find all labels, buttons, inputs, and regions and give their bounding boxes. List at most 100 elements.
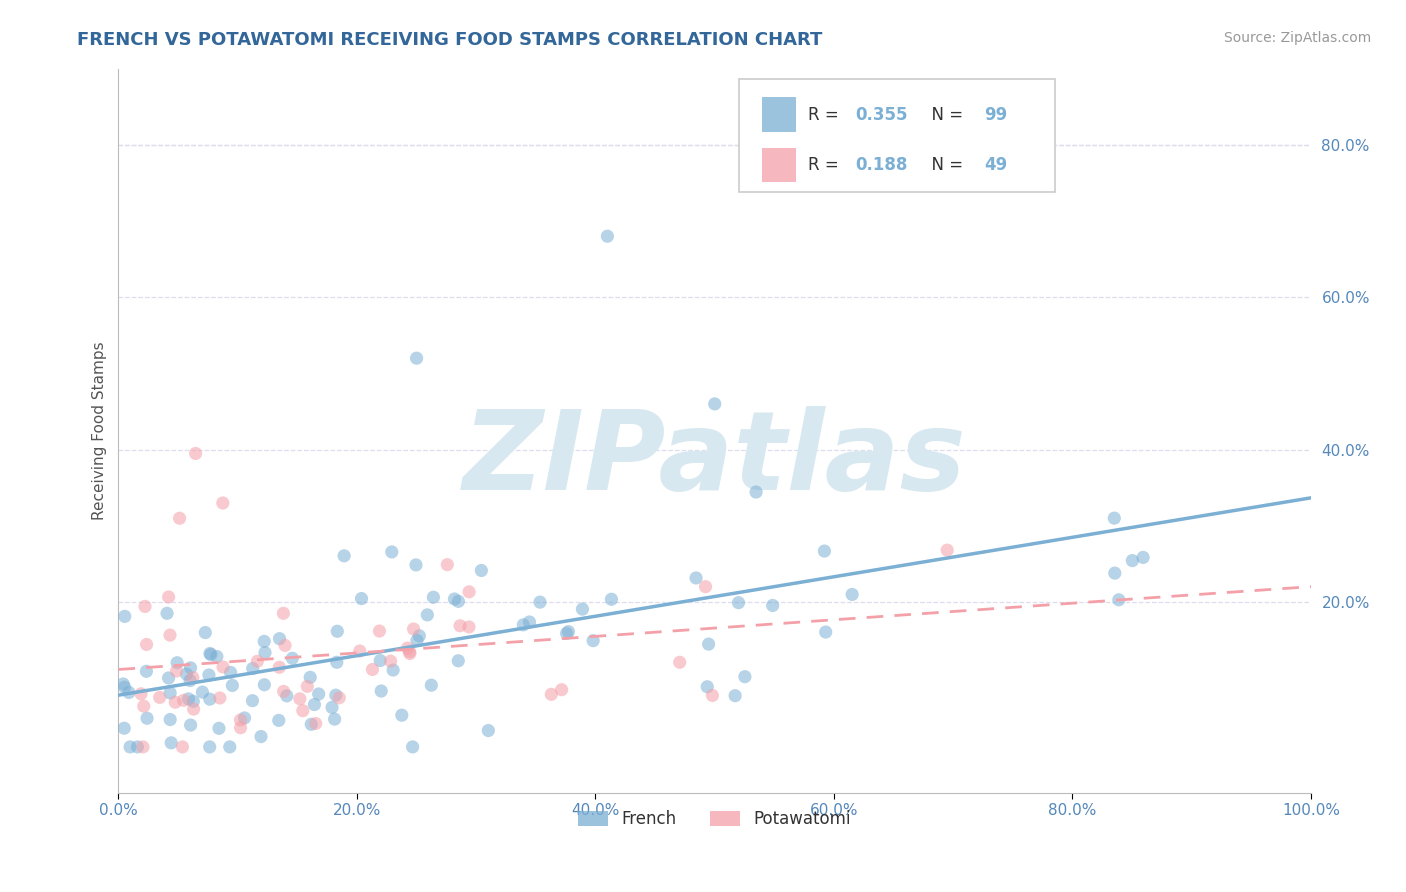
- Text: N =: N =: [921, 156, 969, 174]
- Point: [703, 397, 725, 411]
- Point: [173, 693, 195, 707]
- Point: [381, 545, 404, 559]
- Point: [132, 699, 155, 714]
- Y-axis label: Receiving Food Stamps: Receiving Food Stamps: [93, 342, 107, 520]
- Text: ZIPatlas: ZIPatlas: [463, 406, 966, 513]
- Point: [297, 680, 319, 694]
- Point: [304, 698, 326, 712]
- Point: [745, 485, 768, 500]
- Point: [380, 654, 402, 668]
- Point: [242, 661, 264, 675]
- Point: [159, 713, 181, 727]
- Point: [470, 564, 492, 578]
- Point: [326, 655, 349, 669]
- Point: [368, 624, 391, 638]
- Point: [396, 641, 419, 656]
- Point: [233, 711, 256, 725]
- Point: [328, 690, 350, 705]
- Point: [308, 687, 330, 701]
- Point: [368, 654, 391, 668]
- Point: [325, 688, 347, 702]
- Point: [181, 694, 204, 708]
- Text: 0.355: 0.355: [855, 105, 908, 123]
- Point: [596, 229, 619, 244]
- Point: [229, 713, 252, 727]
- Point: [361, 663, 384, 677]
- Point: [1108, 592, 1130, 607]
- Legend: French, Potawatomi: French, Potawatomi: [572, 804, 858, 835]
- Point: [422, 591, 444, 605]
- Point: [382, 663, 405, 677]
- Point: [194, 625, 217, 640]
- Point: [166, 664, 188, 678]
- Point: [274, 639, 297, 653]
- Point: [398, 645, 420, 659]
- Point: [477, 723, 499, 738]
- Point: [349, 644, 371, 658]
- Point: [447, 594, 470, 608]
- Point: [253, 646, 276, 660]
- Point: [391, 708, 413, 723]
- Point: [112, 721, 135, 735]
- Point: [420, 678, 443, 692]
- Point: [166, 656, 188, 670]
- Point: [529, 595, 551, 609]
- Text: R =: R =: [807, 156, 844, 174]
- Point: [198, 739, 221, 754]
- Point: [181, 671, 204, 685]
- Point: [269, 632, 291, 646]
- Point: [458, 585, 481, 599]
- Point: [129, 687, 152, 701]
- Point: [134, 599, 156, 614]
- Point: [350, 591, 373, 606]
- Point: [198, 647, 221, 661]
- Point: [406, 633, 429, 648]
- Point: [668, 655, 690, 669]
- Point: [250, 730, 273, 744]
- Point: [443, 592, 465, 607]
- Text: N =: N =: [921, 105, 969, 123]
- Point: [571, 602, 593, 616]
- Point: [702, 689, 724, 703]
- Point: [727, 596, 749, 610]
- Point: [405, 351, 427, 366]
- Point: [276, 689, 298, 703]
- Point: [273, 684, 295, 698]
- Point: [184, 446, 207, 460]
- Point: [269, 660, 291, 674]
- Point: [540, 687, 562, 701]
- Point: [118, 685, 141, 699]
- Point: [333, 549, 356, 563]
- Point: [200, 648, 222, 662]
- Point: [120, 739, 142, 754]
- Point: [159, 628, 181, 642]
- Point: [813, 544, 835, 558]
- Point: [519, 615, 541, 629]
- Point: [205, 649, 228, 664]
- Point: [401, 739, 423, 754]
- Text: R =: R =: [807, 105, 844, 123]
- Point: [1132, 550, 1154, 565]
- Point: [114, 680, 136, 694]
- Point: [132, 739, 155, 754]
- Point: [176, 667, 198, 681]
- Point: [211, 496, 233, 510]
- Point: [177, 691, 200, 706]
- Point: [1104, 511, 1126, 525]
- Point: [160, 736, 183, 750]
- Point: [696, 680, 718, 694]
- Point: [135, 665, 157, 679]
- Point: [1121, 553, 1143, 567]
- Point: [305, 716, 328, 731]
- Point: [112, 677, 135, 691]
- Point: [458, 620, 481, 634]
- Point: [408, 629, 430, 643]
- Point: [299, 670, 322, 684]
- Point: [208, 722, 231, 736]
- Point: [512, 617, 534, 632]
- Text: 0.188: 0.188: [855, 156, 908, 174]
- Point: [323, 712, 346, 726]
- Point: [814, 625, 837, 640]
- Point: [114, 609, 136, 624]
- Point: [550, 682, 572, 697]
